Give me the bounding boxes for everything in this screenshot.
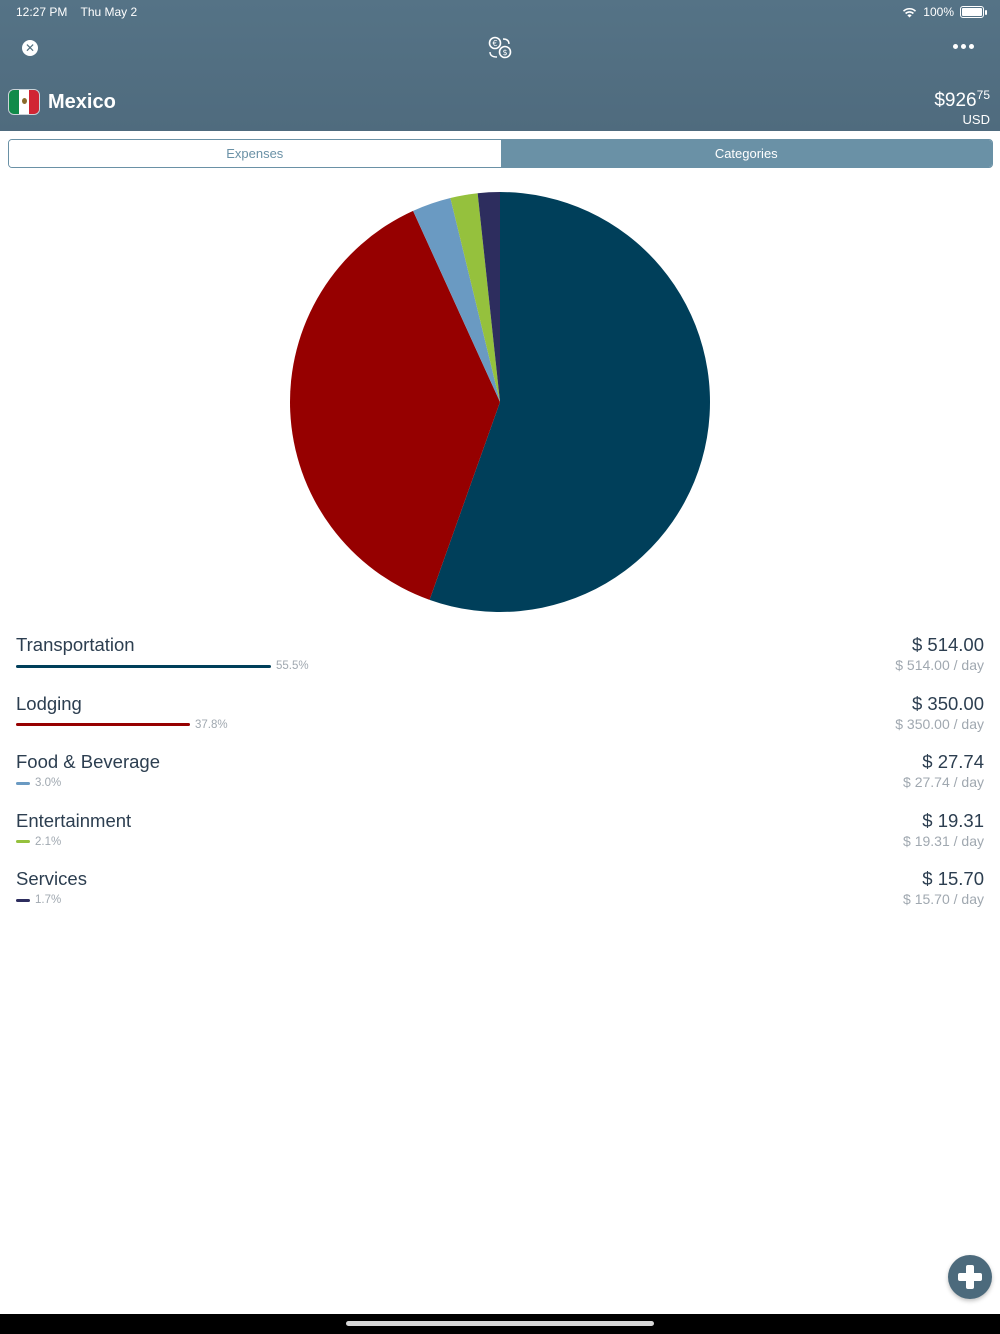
status-bar: 12:27 PM Thu May 2	[16, 5, 147, 19]
category-share: 2.1%	[16, 836, 61, 848]
add-expense-button[interactable]	[948, 1255, 992, 1299]
battery-icon	[960, 6, 987, 18]
svg-text:€: €	[492, 39, 497, 48]
top-bar: 12:27 PM Thu May 2 100% ✕ € $ Mexico $92…	[0, 0, 1000, 131]
pie-slice-services[interactable]	[477, 192, 500, 402]
battery-percent: 100%	[923, 5, 954, 19]
wifi-icon	[903, 7, 917, 17]
category-share-bar	[16, 664, 271, 668]
category-share: 1.7%	[16, 894, 61, 906]
currency-exchange-icon[interactable]: € $	[486, 36, 514, 60]
mexico-flag-icon	[8, 89, 40, 115]
total-amount: $926	[934, 90, 977, 111]
category-percent: 2.1%	[35, 835, 62, 848]
close-button[interactable]: ✕	[22, 40, 38, 56]
pie-slice-food-beverage[interactable]	[413, 197, 500, 402]
category-name: Entertainment	[16, 809, 132, 831]
category-name: Lodging	[16, 692, 82, 714]
category-per-day: $ 350.00 / day	[895, 715, 984, 732]
category-name: Services	[16, 868, 87, 889]
svg-text:$: $	[502, 48, 507, 57]
category-per-day: $ 15.70 / day	[903, 891, 984, 907]
category-row[interactable]: Entertainment 2.1% $ 19.31 $ 19.31 / day	[16, 810, 984, 869]
category-row[interactable]: Lodging 37.8% $ 350.00 $ 350.00 / day	[16, 693, 984, 752]
total-cents: 75	[976, 88, 990, 102]
tab-expenses[interactable]: Expenses	[9, 140, 501, 167]
category-name: Transportation	[16, 634, 135, 655]
pie-slice-transportation[interactable]	[429, 192, 710, 612]
status-right: 100%	[902, 5, 987, 19]
category-amount: $ 19.31	[922, 809, 984, 831]
category-percent: 37.8%	[195, 718, 228, 731]
category-share-bar	[16, 898, 30, 902]
category-amount: $ 514.00	[911, 634, 984, 655]
category-share-bar	[16, 723, 190, 726]
category-pie-chart	[289, 192, 710, 612]
pie-slice-lodging[interactable]	[289, 210, 500, 600]
tab-categories[interactable]: Categories	[500, 140, 992, 167]
category-per-day: $ 19.31 / day	[903, 832, 984, 849]
category-share-bar	[16, 840, 30, 843]
category-percent: 55.5%	[276, 660, 309, 672]
category-row[interactable]: Food & Beverage 3.0% $ 27.74 $ 27.74 / day	[16, 751, 984, 810]
category-row[interactable]: Services 1.7% $ 15.70 $ 15.70 / day	[16, 868, 984, 927]
total-currency: USD	[962, 112, 990, 127]
category-per-day: $ 514.00 / day	[895, 657, 984, 673]
category-row[interactable]: Transportation 55.5% $ 514.00 $ 514.00 / da…	[16, 634, 984, 693]
more-icon	[953, 44, 958, 49]
category-share: 55.5%	[16, 660, 309, 672]
category-percent: 3.0%	[35, 777, 62, 789]
close-icon: ✕	[24, 41, 36, 55]
trip-total: $92675 USD	[934, 88, 990, 127]
category-share-bar	[16, 781, 30, 785]
view-segmented-control: Expenses Categories	[8, 139, 993, 168]
category-name: Food & Beverage	[16, 751, 160, 772]
category-percent: 1.7%	[35, 894, 62, 906]
trip-header: Mexico	[8, 89, 116, 115]
home-indicator[interactable]	[346, 1321, 654, 1326]
status-date: Thu May 2	[80, 5, 138, 19]
status-time: 12:27 PM	[16, 5, 68, 19]
category-share: 37.8%	[16, 719, 228, 731]
pie-slice-entertainment[interactable]	[450, 193, 500, 402]
category-share: 3.0%	[16, 777, 61, 789]
trip-name: Mexico	[48, 90, 116, 113]
category-list: Transportation 55.5% $ 514.00 $ 514.00 / da…	[16, 634, 984, 927]
category-amount: $ 350.00	[911, 692, 984, 714]
more-button[interactable]	[953, 44, 974, 49]
category-per-day: $ 27.74 / day	[903, 774, 984, 790]
category-amount: $ 15.70	[922, 868, 984, 889]
category-amount: $ 27.74	[922, 751, 984, 772]
